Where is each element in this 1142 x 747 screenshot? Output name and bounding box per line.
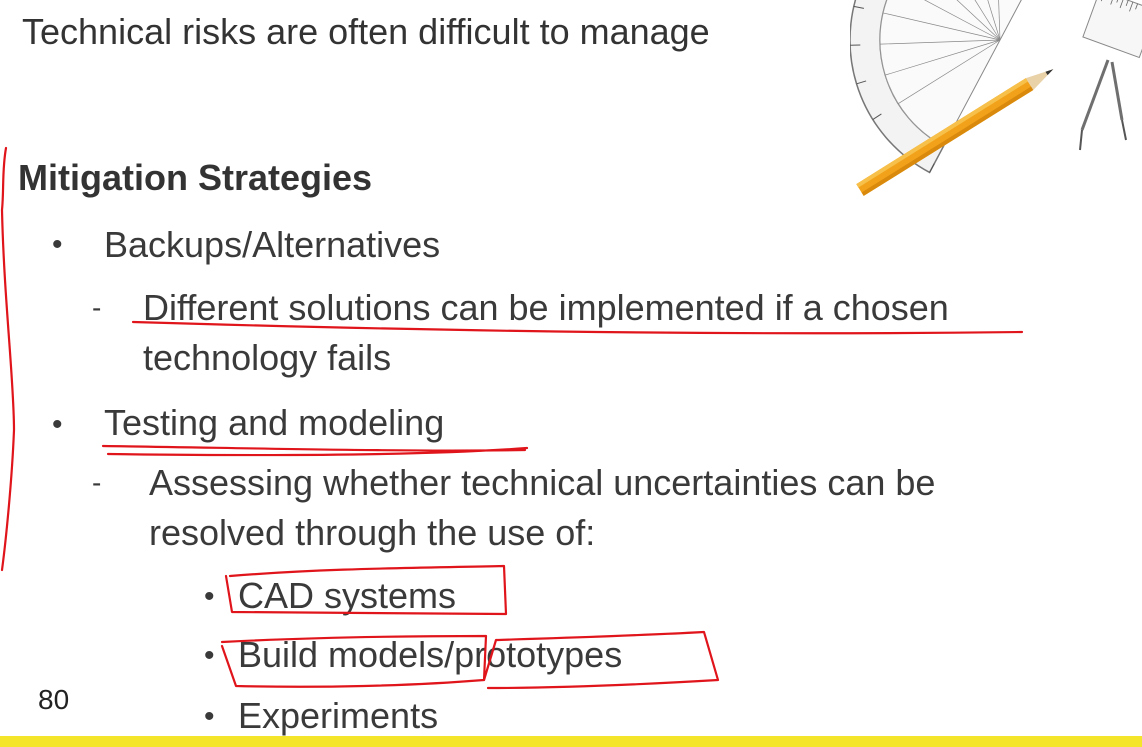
dash-marker: -	[92, 467, 102, 498]
bullet-marker: •	[52, 228, 63, 261]
item-backups-label: Backups/Alternatives	[104, 224, 441, 265]
item-backups-detail-line2: technology fails	[143, 337, 392, 378]
footer-accent-bar	[0, 736, 1142, 747]
subitem-build-models: Build models/prototypes	[238, 634, 623, 675]
subitem-experiments: Experiments	[238, 695, 439, 736]
subitem-cad-systems: CAD systems	[238, 575, 457, 616]
bullet-marker: •	[52, 408, 63, 441]
protractor-pencil-compass-icon	[849, 0, 1142, 212]
bullet-marker: •	[204, 580, 215, 613]
item-testing-label: Testing and modeling	[104, 402, 445, 443]
intro-text: Technical risks are often difficult to m…	[22, 11, 710, 52]
item-testing-detail-line2: resolved through the use of:	[149, 512, 596, 553]
section-heading: Mitigation Strategies	[18, 157, 373, 198]
item-testing-detail-line1: Assessing whether technical uncertaintie…	[149, 462, 936, 503]
bullet-marker: •	[204, 639, 215, 672]
dash-marker: -	[92, 292, 102, 323]
item-backups-detail-line1: Different solutions can be implemented i…	[143, 287, 949, 328]
bullet-marker: •	[204, 700, 215, 733]
page-number: 80	[38, 684, 70, 715]
